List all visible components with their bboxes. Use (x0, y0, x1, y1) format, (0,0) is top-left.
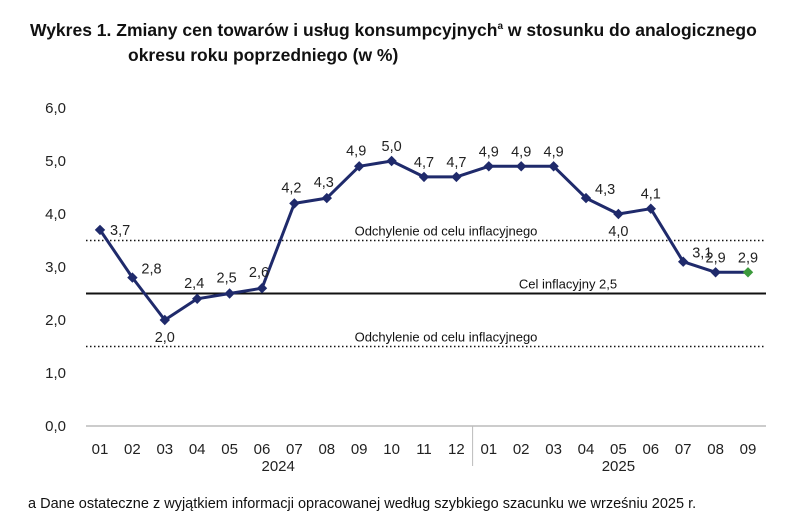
line-chart: 0,0 1,0 2,0 3,0 4,0 5,0 6,0 Odchylenie od celu … (45, 100, 766, 475)
data-label: 2,9 (706, 250, 726, 266)
title-line1-end: w stosunku do analogicznego (503, 20, 757, 40)
reference-line-label: Odchylenie od celu inflacyjnego (355, 330, 538, 345)
data-point-marker (159, 314, 170, 326)
reference-line-label: Odchylenie od celu inflacyjnego (355, 224, 538, 239)
y-tick-label: 0,0 (45, 418, 66, 435)
data-point-marker (321, 192, 332, 204)
x-tick-label: 06 (254, 441, 271, 458)
data-label: 4,7 (414, 155, 434, 171)
data-label: 4,9 (479, 144, 499, 160)
x-tick-label: 07 (286, 441, 303, 458)
x-tick-label: 02 (124, 441, 141, 458)
x-tick-label: 09 (351, 441, 368, 458)
data-label: 4,9 (544, 144, 564, 160)
data-label: 2,6 (249, 265, 269, 281)
title-line1: Wykres 1. Zmiany cen towarów i usług kon… (30, 20, 498, 40)
data-point-marker (418, 171, 430, 183)
x-tick-label: 01 (480, 441, 497, 458)
data-label: 4,9 (511, 144, 531, 160)
data-point-marker (94, 224, 106, 236)
data-label: 4,1 (641, 187, 661, 203)
x-tick-label: 04 (578, 441, 595, 458)
data-point-marker (386, 155, 397, 167)
data-point-marker (645, 203, 656, 214)
data-point-marker (256, 283, 268, 294)
year-label: 2025 (602, 458, 635, 475)
x-tick-label: 10 (383, 441, 400, 458)
x-tick-label: 07 (675, 441, 692, 458)
data-point-marker (289, 198, 300, 209)
data-point-marker (580, 192, 592, 204)
data-point-marker (192, 293, 203, 304)
data-label: 2,9 (738, 250, 758, 266)
data-point-marker (127, 272, 138, 283)
data-label: 5,0 (382, 139, 402, 155)
y-tick-label: 5,0 (45, 153, 66, 170)
x-tick-label: 04 (189, 441, 206, 458)
data-point-marker (483, 161, 494, 172)
x-tick-label: 05 (221, 441, 238, 458)
y-tick-label: 6,0 (45, 100, 66, 117)
data-point-marker (516, 161, 527, 172)
y-tick-label: 4,0 (45, 206, 66, 223)
x-tick-label: 09 (740, 441, 757, 458)
data-label: 4,9 (346, 143, 366, 159)
data-point-marker (742, 267, 754, 278)
data-label: 2,4 (184, 276, 204, 292)
title-superscript: a (497, 21, 504, 32)
data-label: 2,8 (141, 262, 161, 278)
x-tick-label: 01 (92, 441, 109, 458)
data-point-marker (613, 208, 624, 220)
data-label: 3,1 (692, 246, 712, 262)
x-tick-label: 03 (545, 441, 562, 458)
chart-title: Wykres 1. Zmiany cen towarów i usług kon… (30, 14, 790, 68)
data-label: 2,0 (155, 330, 175, 346)
data-point-marker (548, 161, 559, 172)
x-tick-label: 08 (318, 441, 335, 458)
data-label: 2,5 (217, 271, 237, 287)
x-tick-label: 05 (610, 441, 627, 458)
y-tick-label: 1,0 (45, 365, 66, 382)
x-tick-label: 12 (448, 441, 465, 458)
data-label: 4,0 (608, 224, 628, 240)
data-label: 4,3 (314, 175, 334, 191)
data-label: 4,2 (281, 180, 301, 196)
x-tick-label: 02 (513, 441, 530, 458)
data-label: 4,3 (595, 182, 615, 198)
x-tick-label: 11 (416, 441, 432, 458)
data-label: 3,7 (110, 223, 130, 239)
data-point-marker (451, 171, 462, 183)
year-label: 2024 (262, 458, 295, 475)
data-point-marker (710, 267, 721, 278)
x-tick-label: 03 (156, 441, 173, 458)
x-tick-label: 08 (707, 441, 724, 458)
footnote: a Dane ostateczne z wyjątkiem informacji… (28, 496, 697, 512)
x-tick-label: 06 (642, 441, 659, 458)
data-label: 4,7 (446, 155, 466, 171)
data-point-marker (354, 161, 365, 172)
title-line2: okresu roku poprzedniego (w %) (128, 45, 399, 65)
data-point-marker (678, 256, 689, 267)
y-tick-label: 2,0 (45, 312, 66, 329)
reference-line-label: Cel inflacyjny 2,5 (519, 277, 617, 292)
y-tick-label: 3,0 (45, 259, 66, 276)
data-point-marker (224, 288, 235, 299)
